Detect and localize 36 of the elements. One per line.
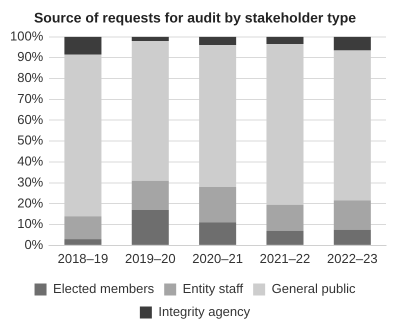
bar [132, 36, 169, 41]
y-tick-label: 10% [17, 216, 44, 232]
bar [334, 230, 371, 245]
y-tick-label: 20% [17, 195, 44, 210]
legend-label: Integrity agency [158, 304, 251, 320]
y-tick-label: 60% [17, 112, 44, 127]
y-tick-label: 100% [10, 28, 44, 44]
bar [64, 216, 102, 240]
bar [266, 230, 304, 245]
bar [199, 186, 236, 222]
bar [132, 210, 169, 245]
y-tick-label: 40% [17, 154, 44, 169]
y-tick-label: 30% [17, 174, 44, 190]
bar [266, 36, 304, 44]
y-tick-label: 0% [24, 236, 44, 252]
y-tick-label: 50% [17, 132, 44, 148]
bar [132, 180, 169, 210]
y-tick-label: 90% [17, 49, 44, 64]
x-tick-label: 2021–22 [260, 250, 310, 266]
bar [199, 222, 236, 245]
bar [64, 36, 102, 55]
legend-label: Elected members [53, 281, 155, 296]
x-tick-label: 2020–21 [192, 250, 243, 266]
bar [334, 200, 371, 230]
y-tick-label: 80% [17, 70, 44, 86]
bar [199, 36, 236, 46]
y-tick-label: 70% [17, 90, 44, 106]
legend-label: General public [272, 281, 356, 296]
chart-title: Source of requests for audit by stakeholder type [34, 9, 356, 26]
bar [334, 36, 371, 50]
legend-label: Entity staff [182, 281, 244, 296]
bar [266, 204, 304, 231]
x-tick-label: 2018–19 [58, 250, 108, 266]
bar [64, 239, 102, 245]
x-tick-label: 2022–23 [327, 250, 378, 266]
x-tick-label: 2019–20 [124, 250, 176, 266]
